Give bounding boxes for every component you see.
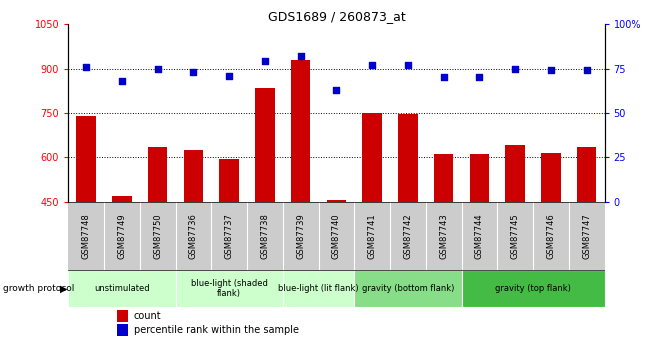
Bar <box>76 116 96 201</box>
Text: ▶: ▶ <box>60 284 68 294</box>
Bar <box>68 270 176 307</box>
Text: GSM87745: GSM87745 <box>511 213 519 258</box>
Point <box>81 64 91 69</box>
Bar <box>398 114 418 201</box>
Text: GSM87743: GSM87743 <box>439 213 448 259</box>
Bar <box>291 60 311 201</box>
Bar <box>255 88 275 201</box>
Text: count: count <box>134 311 161 321</box>
Bar <box>219 159 239 201</box>
Point <box>546 68 556 73</box>
Bar <box>183 150 203 201</box>
Text: GSM87749: GSM87749 <box>118 213 126 258</box>
Point <box>367 62 377 68</box>
Bar <box>112 196 132 201</box>
Bar <box>462 270 604 307</box>
Text: GSM87738: GSM87738 <box>261 213 269 259</box>
Text: GSM87740: GSM87740 <box>332 213 341 258</box>
Text: GSM87742: GSM87742 <box>404 213 412 258</box>
Text: growth protocol: growth protocol <box>3 284 75 293</box>
Text: GSM87744: GSM87744 <box>475 213 484 258</box>
Point <box>188 69 199 75</box>
Text: GSM87737: GSM87737 <box>225 213 233 259</box>
Bar <box>505 145 525 201</box>
Point <box>331 87 342 92</box>
Point <box>117 78 127 84</box>
Bar <box>354 270 461 307</box>
Text: GSM87746: GSM87746 <box>547 213 555 259</box>
Text: GSM87748: GSM87748 <box>82 213 90 259</box>
Point <box>295 53 306 59</box>
Text: percentile rank within the sample: percentile rank within the sample <box>134 325 298 335</box>
Point <box>224 73 234 78</box>
Title: GDS1689 / 260873_at: GDS1689 / 260873_at <box>268 10 405 23</box>
Text: gravity (bottom flank): gravity (bottom flank) <box>361 284 454 293</box>
Point <box>581 68 592 73</box>
Bar <box>116 310 128 322</box>
Text: GSM87739: GSM87739 <box>296 213 305 259</box>
Point <box>474 75 485 80</box>
Bar <box>148 147 168 201</box>
Point <box>259 59 270 64</box>
Text: unstimulated: unstimulated <box>94 284 150 293</box>
Point <box>510 66 520 71</box>
Bar <box>283 270 354 307</box>
Bar <box>434 154 454 201</box>
Text: GSM87741: GSM87741 <box>368 213 376 258</box>
Point <box>438 75 448 80</box>
Bar <box>326 200 346 201</box>
Text: GSM87747: GSM87747 <box>582 213 591 259</box>
Bar <box>577 147 597 201</box>
Bar <box>116 324 128 336</box>
Text: blue-light (shaded
flank): blue-light (shaded flank) <box>190 279 268 298</box>
Bar <box>176 270 283 307</box>
Point <box>402 62 413 68</box>
Text: GSM87750: GSM87750 <box>153 213 162 258</box>
Point <box>152 66 162 71</box>
Bar <box>362 113 382 201</box>
Text: gravity (top flank): gravity (top flank) <box>495 284 571 293</box>
Bar <box>469 154 489 201</box>
Bar <box>541 153 561 201</box>
Text: GSM87736: GSM87736 <box>189 213 198 259</box>
Text: blue-light (lit flank): blue-light (lit flank) <box>278 284 359 293</box>
